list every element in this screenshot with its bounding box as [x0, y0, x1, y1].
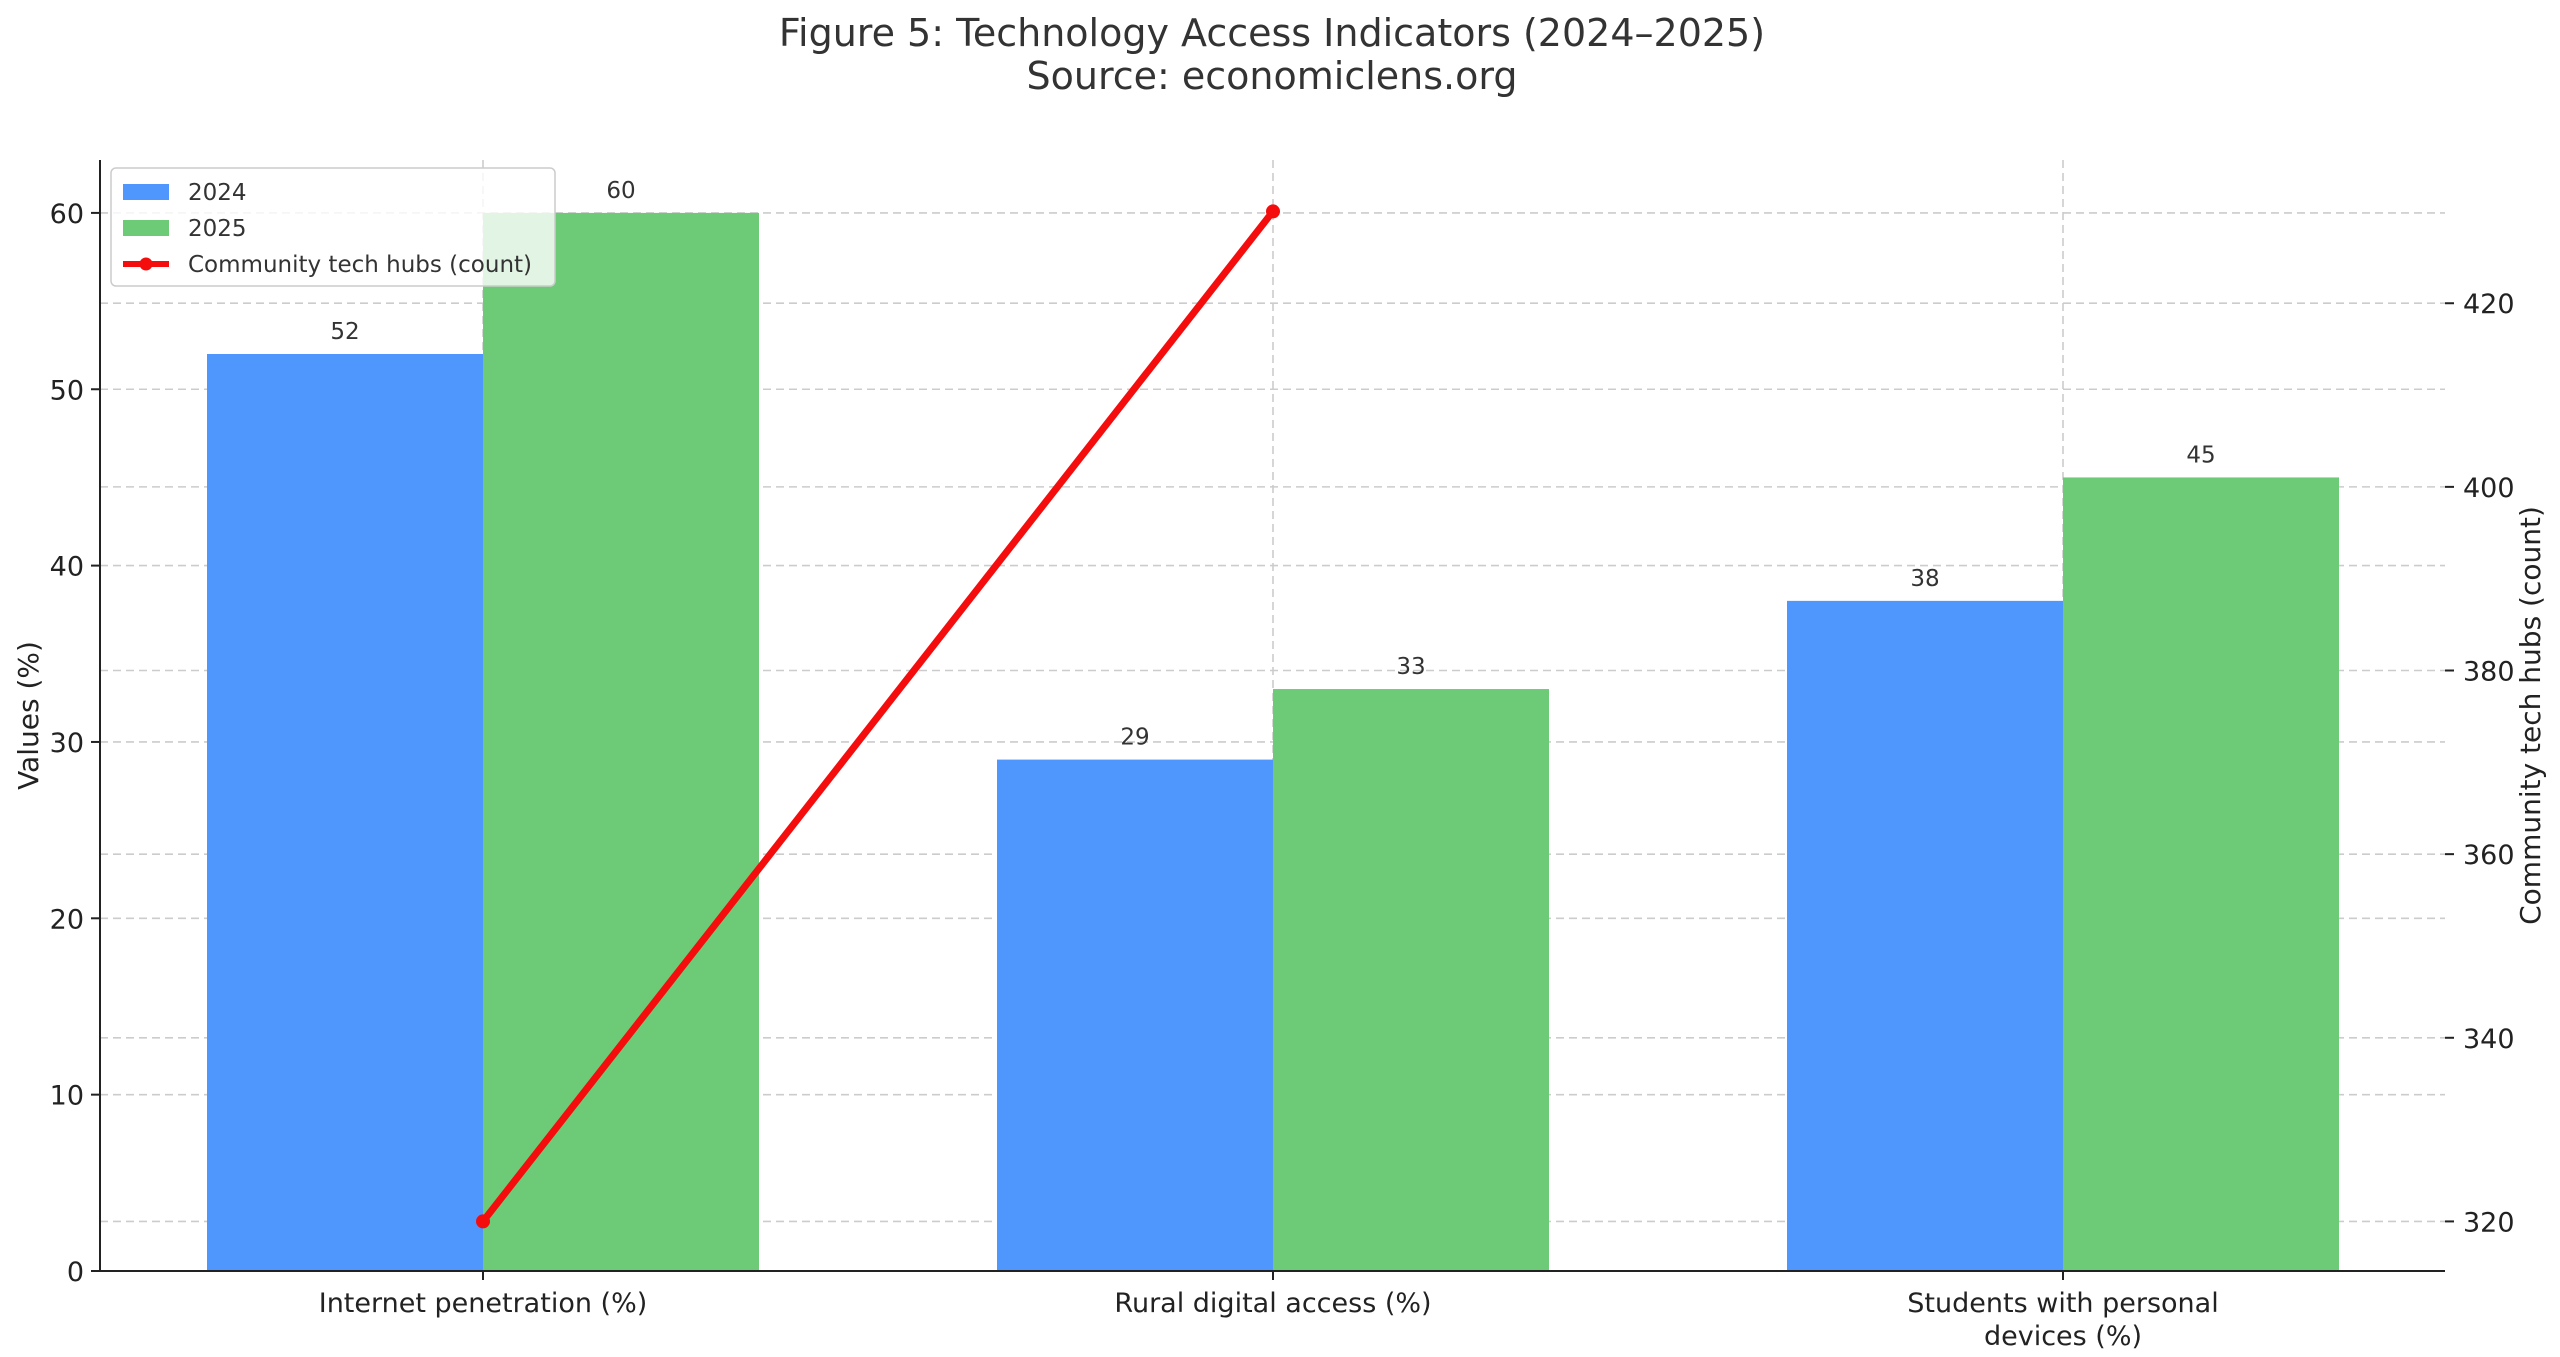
line-community-tech-hubs[interactable]	[479, 207, 1277, 1225]
y2-axis-title: Community tech hubs (count)	[2514, 506, 2547, 925]
y-tick-label: 0	[67, 1257, 84, 1288]
bar-2025-0[interactable]	[483, 212, 759, 1271]
y-tick-label: 10	[50, 1081, 84, 1112]
bar-2024-1[interactable]	[997, 759, 1273, 1271]
y-axis-title: Values (%)	[12, 641, 45, 790]
chart-title: Figure 5: Technology Access Indicators (…	[779, 11, 1765, 55]
y2-tick-label: 320	[2463, 1207, 2515, 1238]
chart-legend: 2024 2025 Community tech hubs (count)	[110, 167, 556, 287]
y2-tick-label: 360	[2463, 840, 2515, 871]
x-tick-label: Internet penetration (%)	[319, 1288, 648, 1319]
axes-layer: 0 10 20 30 40 50 60 320 340 360 380 400 420 Internet …	[12, 160, 2547, 1352]
legend-swatch	[123, 184, 169, 200]
legend-swatch	[123, 220, 169, 236]
y-tick-label: 60	[50, 199, 84, 230]
bars-layer: 52 29 38 60 33 45	[207, 178, 2339, 1271]
x-tick-label: Students with personal devices (%)	[1907, 1288, 2218, 1352]
y-tick-label: 50	[50, 375, 84, 406]
legend-box	[110, 167, 556, 287]
legend-label: 2024	[188, 180, 247, 206]
bar-2025-2[interactable]	[2063, 477, 2339, 1271]
y-tick-label: 20	[50, 904, 84, 935]
line-series-layer	[476, 204, 1280, 1229]
y2-tick-label: 380	[2463, 657, 2515, 688]
legend-label: Community tech hubs (count)	[188, 252, 532, 278]
bar-2024-2[interactable]	[1787, 600, 2063, 1271]
line-point[interactable]	[476, 1214, 490, 1229]
data-label: 60	[606, 178, 635, 204]
legend-marker	[139, 257, 153, 271]
y2-tick-label: 340	[2463, 1024, 2515, 1055]
data-label: 33	[1396, 654, 1425, 680]
chart-subtitle: Source: economiclens.org	[1027, 54, 1518, 98]
bar-2025-1[interactable]	[1273, 689, 1549, 1271]
y2-tick-label: 420	[2463, 289, 2515, 320]
legend-label: 2025	[188, 216, 247, 242]
y-tick-label: 30	[50, 728, 84, 759]
x-tick-label: Rural digital access (%)	[1114, 1288, 1431, 1319]
data-label: 38	[1910, 566, 1939, 592]
data-label: 29	[1120, 725, 1149, 751]
data-label: 45	[2186, 442, 2215, 468]
y-tick-label: 40	[50, 552, 84, 583]
line-point[interactable]	[1266, 204, 1280, 219]
y2-tick-label: 400	[2463, 473, 2515, 504]
data-label: 52	[330, 319, 359, 345]
bar-2024-0[interactable]	[207, 353, 483, 1271]
